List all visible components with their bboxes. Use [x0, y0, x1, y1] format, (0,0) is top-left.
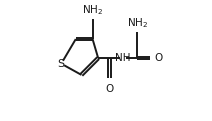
- Text: O: O: [105, 84, 113, 94]
- Text: NH: NH: [115, 53, 130, 63]
- Text: NH$_2$: NH$_2$: [82, 3, 103, 17]
- Text: NH$_2$: NH$_2$: [127, 16, 148, 30]
- Text: S: S: [58, 59, 65, 69]
- Text: O: O: [154, 53, 162, 63]
